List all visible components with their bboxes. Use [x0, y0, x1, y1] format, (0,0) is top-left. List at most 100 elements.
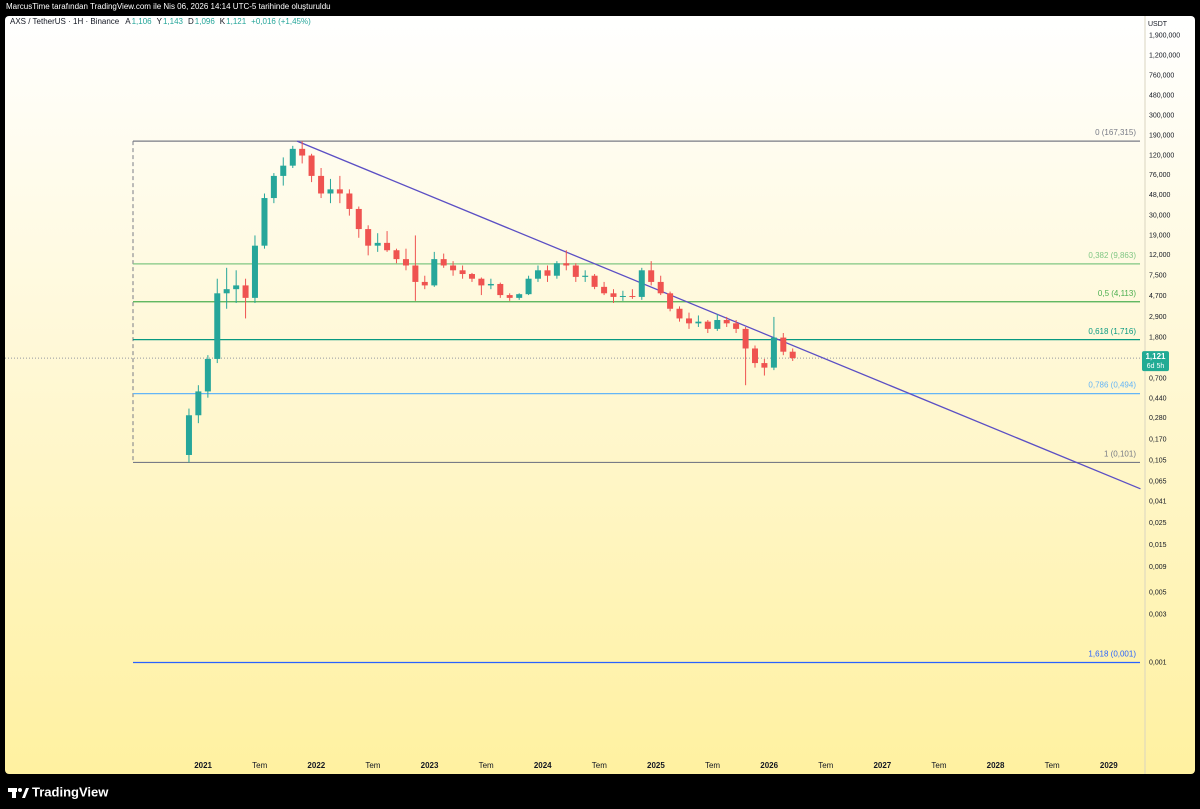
- y-tick-label: 190,000: [1149, 132, 1174, 139]
- x-tick-label: 2022: [307, 761, 325, 770]
- legend: AXS / TetherUS · 1H · Binance A 1,106 Y 1,14…: [10, 17, 311, 26]
- candle-body: [780, 337, 787, 352]
- candle-body: [214, 293, 221, 359]
- x-tick-label: 2026: [760, 761, 778, 770]
- candle-body: [346, 193, 353, 209]
- y-tick-label: 1,900,000: [1149, 33, 1180, 40]
- x-tick-label: Tem: [479, 761, 494, 770]
- candle-body: [534, 270, 541, 279]
- trendline: [296, 140, 1141, 490]
- fib-label: 0,618 (1,716): [1088, 327, 1136, 336]
- legend-change: +0,016 (+1,45%): [251, 17, 311, 26]
- candle-body: [384, 242, 391, 251]
- fib-label: 0,5 (4,113): [1098, 289, 1136, 298]
- x-tick-label: Tem: [818, 761, 833, 770]
- candle-body: [723, 320, 730, 324]
- candle-body: [582, 275, 589, 277]
- x-tick-label: Tem: [592, 761, 607, 770]
- x-tick-label: 2029: [1100, 761, 1118, 770]
- candle-body: [289, 148, 296, 166]
- y-tick-label: 0,005: [1149, 590, 1167, 597]
- candle-body: [619, 295, 626, 297]
- candle-body: [478, 278, 485, 286]
- candle-body: [648, 270, 655, 282]
- candle-body: [412, 265, 419, 282]
- y-tick-label: 4,700: [1149, 293, 1167, 300]
- fib-label: 1 (0,101): [1104, 450, 1136, 459]
- x-tick-label: Tem: [252, 761, 267, 770]
- y-tick-label: 30,000: [1149, 212, 1171, 219]
- candle-body: [686, 318, 692, 324]
- logo-mark: [12, 788, 16, 798]
- candle-body: [789, 351, 796, 359]
- x-tick-label: Tem: [705, 761, 720, 770]
- candle-body: [629, 295, 636, 297]
- x-tick-label: 2024: [534, 761, 552, 770]
- y-tick-label: 0,001: [1149, 659, 1167, 666]
- candle-body: [393, 250, 400, 260]
- candle-body: [468, 274, 475, 279]
- candle-body: [591, 275, 598, 287]
- candle-body: [733, 323, 740, 329]
- candle-body: [195, 391, 202, 416]
- candle-body: [185, 415, 192, 455]
- candle-body: [553, 263, 560, 276]
- legend-value: 1,096: [195, 17, 216, 26]
- candle-body: [506, 295, 513, 298]
- fib-label: 0,786 (0,494): [1088, 381, 1136, 390]
- fib-label: 0,382 (9,863): [1088, 251, 1136, 260]
- candle-body: [459, 270, 466, 275]
- candle-body: [752, 348, 758, 364]
- candle-body: [251, 245, 258, 298]
- y-tick-label: 76,000: [1149, 172, 1171, 179]
- plot: 0 (167,315) 0,382 (9,863) 0,5 (4,113) 0,618…: [5, 128, 1145, 664]
- candle-body: [204, 358, 211, 392]
- logo-mark: [22, 788, 29, 798]
- y-tick-label: 0,170: [1149, 437, 1167, 444]
- candle-body: [336, 189, 343, 194]
- candle-body: [431, 259, 438, 286]
- candle-body: [516, 294, 523, 298]
- y-tick-label: 0,009: [1149, 564, 1167, 571]
- candle-body: [695, 321, 702, 324]
- y-tick-label: 0,105: [1149, 458, 1167, 465]
- x-tick-label: 2021: [194, 761, 212, 770]
- candle-body: [563, 263, 570, 266]
- x-tick-label: 2027: [873, 761, 891, 770]
- legend-value: 1,121: [226, 17, 247, 26]
- y-tick-label: 0,700: [1149, 375, 1167, 382]
- candle-body: [704, 321, 711, 329]
- candle-body: [299, 148, 306, 156]
- candle-body: [667, 293, 674, 309]
- axes: 1,900,000 1,200,000 760,000 480,000 300,000 1…: [194, 33, 1180, 770]
- y-tick-label: 1,200,000: [1149, 53, 1180, 60]
- chart-panel: [5, 16, 1195, 774]
- candle-body: [374, 242, 381, 246]
- currency: USDT: [1148, 21, 1168, 28]
- y-tick-label: 48,000: [1149, 192, 1171, 199]
- legend-value: 1,143: [163, 17, 184, 26]
- y-tick-label: 1,800: [1149, 334, 1167, 341]
- fib-label: 1,618 (0,001): [1088, 650, 1136, 659]
- x-tick-label: 2025: [647, 761, 665, 770]
- candle-body: [638, 270, 645, 297]
- legend-key: K: [220, 17, 226, 26]
- y-tick-label: 12,000: [1149, 252, 1171, 259]
- candle-body: [450, 265, 457, 271]
- candle-body: [242, 285, 249, 298]
- candle-body: [487, 283, 494, 286]
- logo-mark: [18, 788, 22, 792]
- header-caption: MarcusTime tarafından TradingView.com il…: [6, 2, 331, 11]
- candle-body: [525, 278, 532, 295]
- price-tag-countdown: 6d 5h: [1147, 363, 1165, 370]
- candle-body: [223, 289, 230, 294]
- y-tick-label: 7,500: [1149, 273, 1167, 280]
- y-tick-label: 2,900: [1149, 314, 1167, 321]
- candle-body: [714, 320, 721, 329]
- candle-body: [308, 155, 315, 176]
- candle-body: [544, 270, 551, 276]
- price-tag: [1142, 351, 1169, 372]
- candle-body: [676, 308, 683, 319]
